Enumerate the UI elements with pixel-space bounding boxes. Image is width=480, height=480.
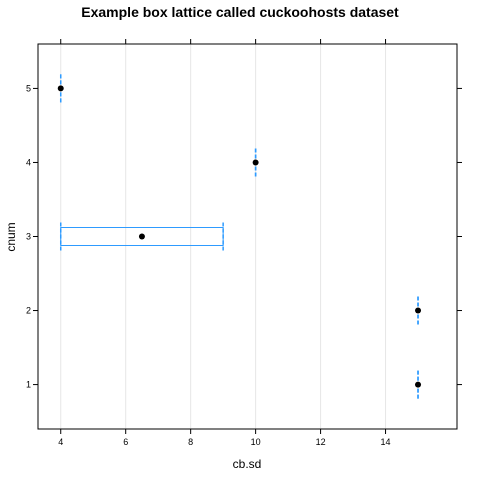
plot-frame <box>37 43 458 430</box>
box-1 <box>415 370 422 399</box>
median-dot <box>252 159 259 166</box>
x-tick-label: 6 <box>123 437 128 447</box>
x-tick-label: 10 <box>251 437 261 447</box>
box-4 <box>252 148 259 177</box>
boxes <box>57 74 422 399</box>
chart-title: Example box lattice called cuckoohosts d… <box>81 4 399 20</box>
y-tick-label: 3 <box>26 232 31 242</box>
median-dot <box>57 85 64 92</box>
median-dot <box>415 307 422 314</box>
y-tick-label: 5 <box>26 83 31 93</box>
box-2 <box>415 296 422 325</box>
x-tick-label: 8 <box>188 437 193 447</box>
y-axis: 1 2 3 4 5 <box>26 83 462 390</box>
y-tick-label: 2 <box>26 306 31 316</box>
y-axis-label: cnum <box>4 222 18 251</box>
box-3 <box>59 222 224 251</box>
x-axis-label: cb.sd <box>233 457 262 471</box>
y-tick-label: 1 <box>26 380 31 390</box>
x-tick-label: 14 <box>381 437 391 447</box>
x-tick-label: 12 <box>316 437 326 447</box>
median-dot <box>415 381 422 388</box>
y-tick-label: 4 <box>26 157 31 167</box>
x-axis: 4 6 8 10 12 14 <box>58 39 391 447</box>
box-5 <box>57 74 64 103</box>
median-dot <box>138 233 145 240</box>
gridlines <box>60 44 387 429</box>
x-tick-label: 4 <box>58 437 63 447</box>
